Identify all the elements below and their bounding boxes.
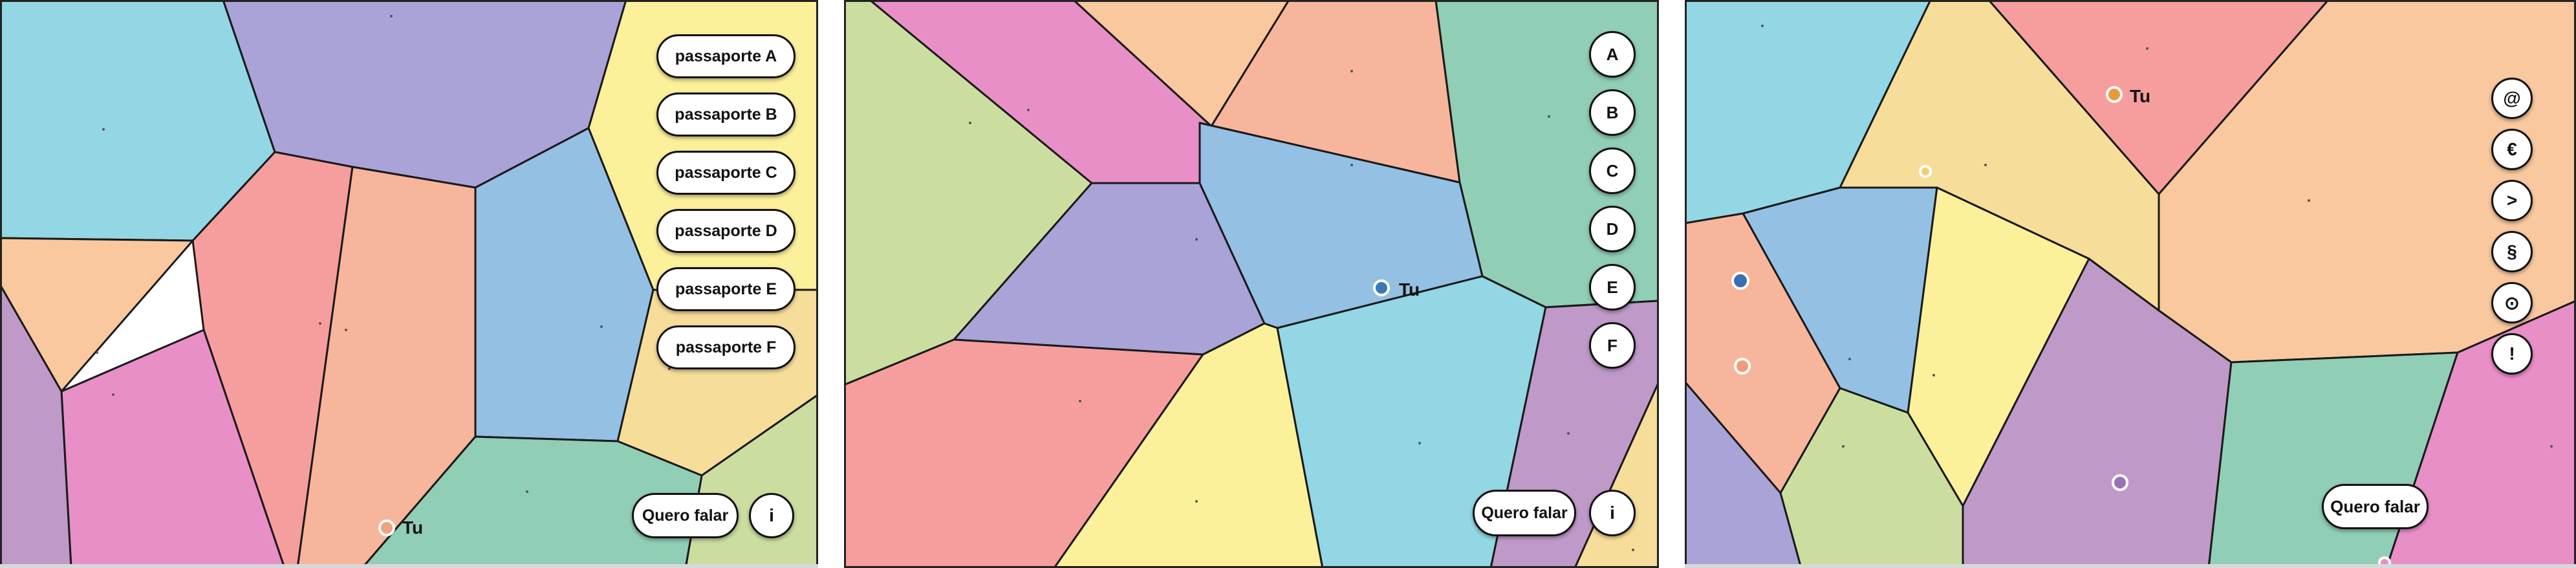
you-label: Tu xyxy=(402,518,424,538)
you-label: Tu xyxy=(1399,279,1420,300)
greater-than-button[interactable]: > xyxy=(2491,180,2533,221)
info-button[interactable]: i xyxy=(749,493,794,538)
bottom-bar xyxy=(1685,564,2576,568)
other-player-marker xyxy=(1919,165,1932,178)
you-label: Tu xyxy=(2130,86,2151,106)
map-frame xyxy=(844,0,1659,568)
map-panel-3: Tu @ € > § ⊙ ! Quero falar xyxy=(1685,0,2576,568)
other-player-marker xyxy=(1731,272,1749,290)
option-c-button[interactable]: C xyxy=(1589,147,1636,194)
info-button[interactable]: i xyxy=(1589,490,1636,536)
voronoi-map-3[interactable] xyxy=(1685,0,2576,568)
speak-button[interactable]: Quero falar xyxy=(632,493,739,538)
other-player-marker xyxy=(1734,358,1751,375)
section-sign-button[interactable]: § xyxy=(2491,231,2533,272)
option-e-button[interactable]: E xyxy=(1589,264,1636,311)
passport-b-button[interactable]: passaporte B xyxy=(656,93,796,137)
passport-d-button[interactable]: passaporte D xyxy=(656,209,796,253)
region xyxy=(1685,380,1802,568)
option-b-button[interactable]: B xyxy=(1589,89,1636,136)
you-marker xyxy=(1373,279,1390,296)
map-panel-2: Tu A B C D E F Quero falar i xyxy=(844,0,1659,568)
at-sign-button[interactable]: @ xyxy=(2491,78,2533,119)
euro-button[interactable]: € xyxy=(2491,129,2533,170)
speak-button[interactable]: Quero falar xyxy=(2322,484,2429,529)
map-panel-1: Tu passaporte A passaporte B passaporte … xyxy=(0,0,818,568)
exclamation-button[interactable]: ! xyxy=(2491,333,2533,375)
speak-button[interactable]: Quero falar xyxy=(1473,490,1576,536)
other-player-marker xyxy=(2112,474,2128,491)
you-marker xyxy=(2106,86,2123,103)
option-d-button[interactable]: D xyxy=(1589,206,1636,252)
you-marker xyxy=(378,519,395,536)
passport-c-button[interactable]: passaporte C xyxy=(656,151,796,195)
circled-dot-button[interactable]: ⊙ xyxy=(2491,282,2533,323)
bottom-bar xyxy=(0,564,818,568)
passport-f-button[interactable]: passaporte F xyxy=(656,325,796,369)
passport-a-button[interactable]: passaporte A xyxy=(656,34,796,78)
voronoi-map-2[interactable] xyxy=(844,0,1659,568)
passport-e-button[interactable]: passaporte E xyxy=(656,267,796,311)
option-f-button[interactable]: F xyxy=(1589,322,1636,369)
region xyxy=(0,283,72,568)
option-a-button[interactable]: A xyxy=(1589,31,1636,78)
